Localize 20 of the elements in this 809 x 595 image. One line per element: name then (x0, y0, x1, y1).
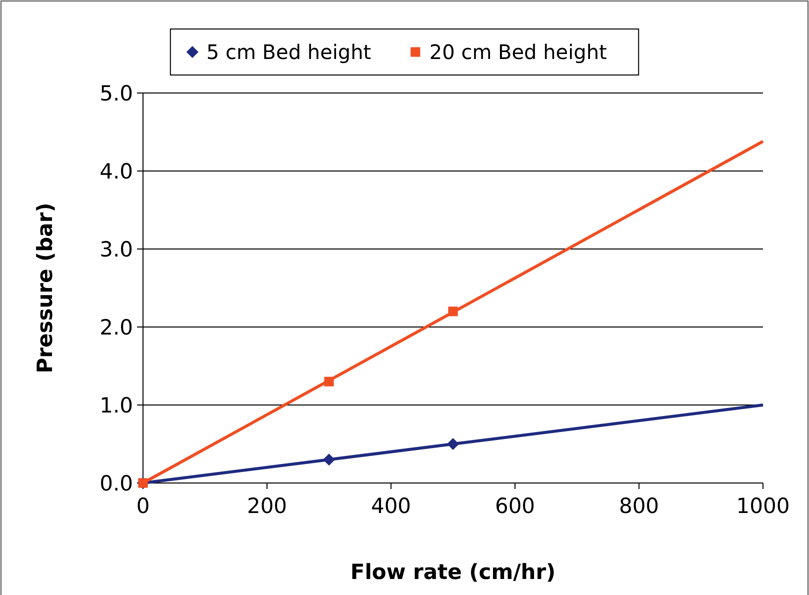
x-axis-title: Flow rate (cm/hr) (350, 560, 556, 584)
y-tick-label: 0.0 (100, 471, 133, 496)
x-tick-label: 600 (494, 494, 536, 518)
point (448, 306, 458, 316)
x-tick-label: 800 (618, 494, 660, 518)
legend-label: 5 cm Bed height (206, 40, 372, 64)
x-tick-label: 1000 (736, 494, 790, 518)
point (323, 454, 335, 466)
x-tick-label: 200 (246, 494, 288, 518)
y-axis-title: Pressure (bar) (33, 202, 57, 374)
y-tick-label: 2.0 (100, 315, 133, 340)
y-tick-label: 4.0 (100, 159, 133, 184)
y-tick-label: 3.0 (100, 237, 133, 262)
x-tick-label: 400 (370, 494, 412, 518)
point (447, 438, 459, 450)
legend-label: 20 cm Bed height (429, 40, 608, 64)
x-tick-label: 0 (136, 494, 150, 518)
y-tick-label: 1.0 (100, 393, 133, 418)
y-tick-label: 5.0 (100, 81, 133, 106)
point (324, 376, 334, 386)
